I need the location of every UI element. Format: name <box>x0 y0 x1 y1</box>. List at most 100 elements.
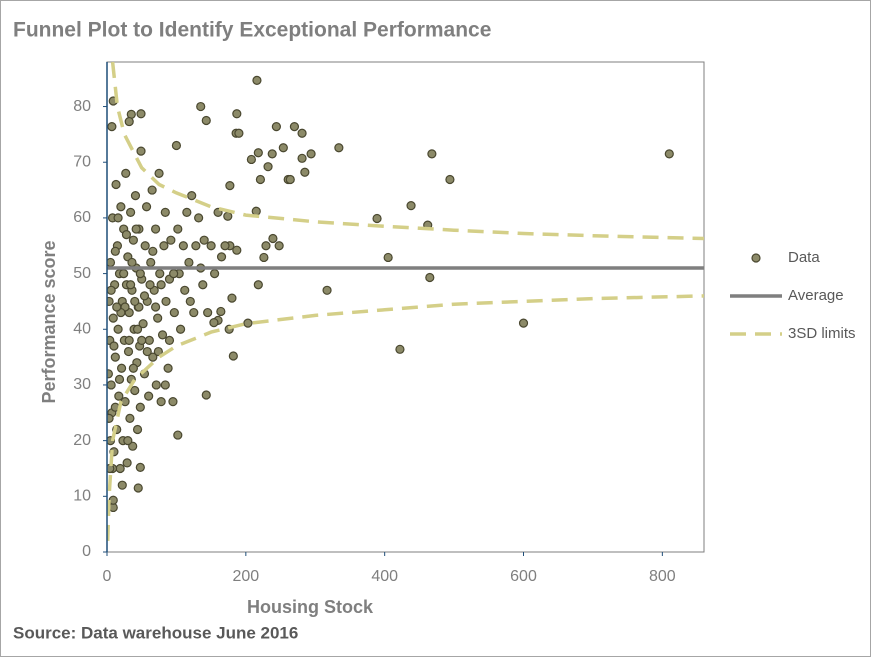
data-point <box>220 241 230 251</box>
data-point <box>225 181 235 191</box>
data-point <box>126 207 136 217</box>
data-point <box>151 380 161 390</box>
data-point <box>228 351 238 361</box>
data-point <box>372 213 382 224</box>
data-point <box>145 280 155 290</box>
y-tick-label: 60 <box>73 209 91 226</box>
data-point <box>185 296 195 307</box>
data-point <box>206 241 216 251</box>
data-point <box>135 402 145 412</box>
data-point <box>127 257 137 268</box>
data-point <box>395 344 405 354</box>
data-point <box>144 335 154 346</box>
data-point <box>117 480 127 490</box>
data-point <box>123 436 133 446</box>
data-point <box>115 463 125 474</box>
data-point <box>164 335 175 346</box>
data-point <box>121 230 132 240</box>
y-tick-label: 40 <box>73 320 91 337</box>
data-point <box>201 390 211 400</box>
data-point <box>209 268 220 279</box>
data-point <box>113 213 123 223</box>
data-point <box>194 213 204 223</box>
data-point <box>278 143 288 153</box>
data-point <box>180 285 190 295</box>
data-point <box>252 75 262 85</box>
data-point <box>110 352 120 362</box>
data-point <box>148 246 158 256</box>
data-point <box>406 201 416 211</box>
data-point <box>153 313 163 323</box>
data-point <box>191 241 201 251</box>
data-point <box>251 206 261 216</box>
data-point <box>146 257 156 268</box>
data-point <box>234 128 244 138</box>
chart-title: Funnel Plot to Identify Exceptional Perf… <box>13 19 491 42</box>
data-point <box>132 324 143 334</box>
data-point <box>198 280 208 290</box>
y-tick-label: 70 <box>73 153 91 170</box>
data-point <box>130 385 140 396</box>
data-point <box>168 397 178 407</box>
y-tick-label: 0 <box>82 543 91 560</box>
data-point <box>111 179 121 190</box>
data-point <box>144 391 154 401</box>
data-point <box>130 296 140 307</box>
data-point <box>223 211 233 221</box>
data-point <box>124 335 134 346</box>
data-point <box>259 252 269 263</box>
data-point <box>147 185 157 195</box>
data-point <box>160 207 170 217</box>
data-point <box>201 115 211 126</box>
data-point <box>297 128 307 138</box>
legend-label: Average <box>788 287 844 304</box>
data-point <box>123 346 134 357</box>
data-point <box>137 335 147 346</box>
data-point <box>427 149 437 159</box>
data-point <box>114 391 124 401</box>
data-point <box>445 174 455 185</box>
data-point <box>122 458 132 468</box>
data-point <box>107 296 114 307</box>
data-point <box>136 146 146 156</box>
y-tick-label: 10 <box>73 488 91 505</box>
data-point <box>243 318 253 328</box>
data-point <box>253 280 263 290</box>
data-point <box>178 241 188 251</box>
data-point <box>135 462 145 472</box>
data-point <box>107 121 117 132</box>
x-axis-label: Housing Stock <box>247 597 374 617</box>
data-point <box>383 252 393 263</box>
data-point <box>274 241 284 251</box>
data-point <box>289 121 300 132</box>
x-tick-label: 200 <box>232 568 259 585</box>
data-point <box>112 302 122 312</box>
data-point <box>141 202 152 212</box>
data-point <box>124 116 134 127</box>
data-point <box>161 296 171 307</box>
data-point <box>182 207 192 217</box>
data-point <box>126 280 136 290</box>
data-point <box>271 121 281 132</box>
data-point <box>155 268 165 279</box>
data-point <box>157 330 168 340</box>
data-point <box>131 224 141 234</box>
data-point <box>138 319 148 329</box>
data-point <box>216 306 226 317</box>
data-point <box>268 233 278 244</box>
data-point <box>107 413 114 423</box>
data-point <box>107 369 113 379</box>
data-point <box>175 324 186 334</box>
data-point <box>107 380 116 390</box>
data-point <box>297 153 307 163</box>
data-point <box>113 324 123 334</box>
data-point <box>107 285 116 295</box>
data-point <box>116 363 127 373</box>
data-point <box>189 307 199 318</box>
data-point <box>169 268 179 279</box>
data-point <box>664 149 674 159</box>
plot-area <box>107 62 704 541</box>
